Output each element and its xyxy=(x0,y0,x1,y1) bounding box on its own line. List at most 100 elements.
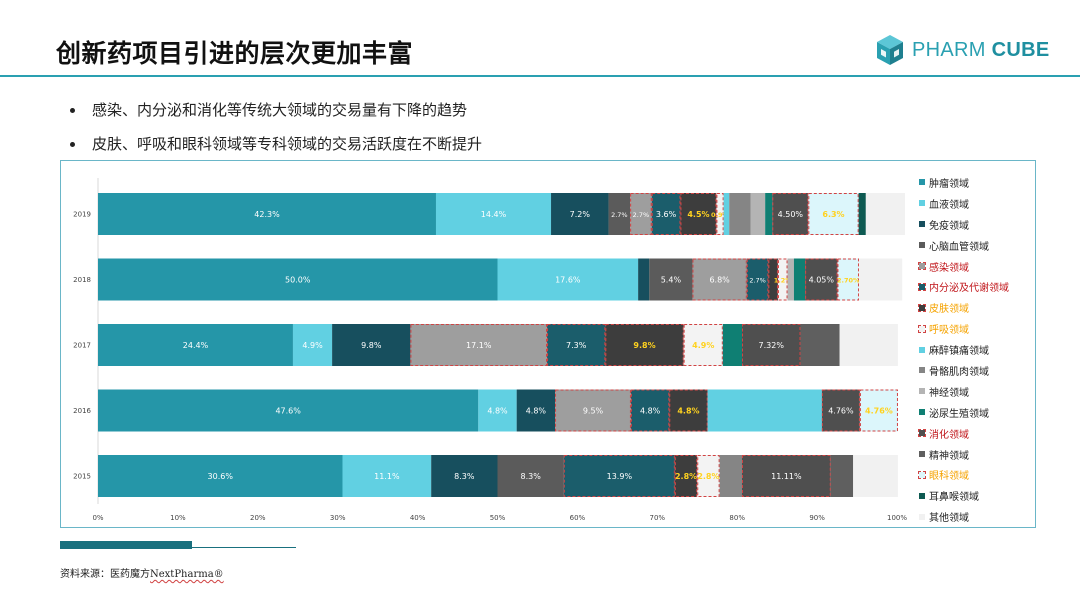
data-label: 13.9% xyxy=(607,472,633,481)
highlight-outline xyxy=(410,324,548,366)
source-note: 资料来源：医药魔方NextPharma® xyxy=(60,569,224,580)
highlight-outline xyxy=(680,193,717,235)
highlight-outline xyxy=(808,193,859,235)
logo-wordmark: PHARM CUBE xyxy=(912,38,1050,61)
data-label: 7.32% xyxy=(759,341,785,350)
legend-swatch xyxy=(919,221,925,228)
data-label: 11.1% xyxy=(374,472,400,481)
bar-segment xyxy=(821,389,860,432)
data-label: 11.11% xyxy=(771,472,802,481)
bar-segment xyxy=(722,324,742,366)
data-label: 2.70% xyxy=(837,277,860,285)
bar-segment xyxy=(669,389,708,432)
bar-segment xyxy=(692,258,747,301)
bar-segment xyxy=(765,193,773,235)
highlight-outline xyxy=(630,193,652,235)
data-label: 50.0% xyxy=(285,276,311,285)
highlight-outline xyxy=(547,324,606,366)
bar-segment xyxy=(630,193,652,235)
highlight-outline xyxy=(563,455,675,497)
bar-segment xyxy=(605,324,684,366)
bar-segment xyxy=(478,389,517,432)
data-label: 4.9% xyxy=(302,341,323,350)
x-tick-label: 80% xyxy=(729,514,745,522)
stacked-bar-chart: 0% 10% 20% 30% 40% 50% 60% 70% 80% 90% 100% 2019 42.… xyxy=(73,178,907,522)
highlight-outline xyxy=(692,258,747,301)
highlight-outline xyxy=(805,258,838,301)
legend-label: 骨骼肌肉领域 xyxy=(929,366,989,378)
bullet-item: 感染、内分泌和消化等传统大领域的交易量有下降的趋势 xyxy=(70,93,482,127)
highlight-outline xyxy=(746,258,769,301)
legend-item: 心脑血管领域 xyxy=(919,235,1009,256)
bar-segment xyxy=(332,324,411,366)
legend-item: 神经领域 xyxy=(919,381,1009,402)
data-label: 2.8% xyxy=(675,472,697,481)
data-label: 9.8% xyxy=(633,341,655,350)
highlight-outline xyxy=(837,258,860,301)
legend-label: 呼吸领域 xyxy=(929,325,969,337)
bar-segment xyxy=(98,455,343,497)
legend-swatch xyxy=(919,451,925,458)
legend-label: 麻醉镇痛领域 xyxy=(929,346,989,358)
y-tick-label: 2016 xyxy=(73,407,91,415)
bar-segment xyxy=(680,193,717,235)
data-label: 7.3% xyxy=(566,341,587,350)
bar-segment xyxy=(787,258,794,301)
x-tick-label: 70% xyxy=(650,514,666,522)
data-label: 4.05% xyxy=(809,276,835,285)
bar-segment xyxy=(768,258,778,301)
bar-segment xyxy=(98,324,293,366)
legend-item: 耳鼻喉领域 xyxy=(919,485,1009,506)
legend-swatch xyxy=(918,303,926,312)
bar-segment xyxy=(839,324,898,366)
legend-item: 骨骼肌肉领域 xyxy=(919,360,1009,381)
x-tick-label: 10% xyxy=(170,514,186,522)
data-label: 1.2% xyxy=(774,277,793,285)
x-tick-label: 30% xyxy=(330,514,346,522)
legend-label: 皮肤领域 xyxy=(929,304,969,316)
legend-item: 其他领域 xyxy=(919,506,1009,527)
x-tick-label: 0% xyxy=(92,514,103,522)
pharmcube-logo: PHARM CUBE xyxy=(875,34,1049,66)
bar-segment xyxy=(808,193,859,235)
x-tick-label: 40% xyxy=(410,514,426,522)
highlight-outline xyxy=(859,389,898,432)
bar-segment xyxy=(837,258,860,301)
legend-swatch xyxy=(919,200,925,207)
legend-swatch xyxy=(919,179,925,186)
data-label: 4.5% xyxy=(687,210,709,219)
highlight-outline xyxy=(630,389,670,432)
legend-label: 感染领域 xyxy=(929,262,969,274)
bar-segment xyxy=(516,389,556,432)
x-tick-label: 20% xyxy=(250,514,266,522)
data-label: 4.76% xyxy=(828,407,854,416)
bar-segment xyxy=(772,193,809,235)
slide-title: 创新药项目引进的层次更加丰富 xyxy=(56,39,414,68)
legend-item: 感染领域 xyxy=(918,256,1009,277)
bar-segment xyxy=(547,324,606,366)
x-tick-label: 90% xyxy=(809,514,825,522)
data-label: 6.8% xyxy=(709,276,730,285)
data-label: 4.8% xyxy=(677,407,699,416)
title-divider xyxy=(0,75,1080,77)
legend-swatch xyxy=(919,492,925,499)
y-tick-label: 2015 xyxy=(73,473,91,481)
legend-label: 其他领域 xyxy=(929,513,969,525)
bar-segment xyxy=(719,455,742,497)
bar-segment xyxy=(707,389,822,432)
y-tick-label: 2018 xyxy=(73,276,91,284)
data-label: 42.3% xyxy=(254,210,280,219)
bar-segment xyxy=(729,193,751,235)
bar-segment xyxy=(608,193,631,235)
data-label: 47.6% xyxy=(275,407,301,416)
y-tick-label: 2019 xyxy=(73,211,91,219)
legend-item: 皮肤领域 xyxy=(918,297,1009,318)
legend-item: 眼科领域 xyxy=(918,464,1009,485)
bar-segment xyxy=(830,455,854,497)
data-label: 5.4% xyxy=(661,276,682,285)
legend-swatch xyxy=(919,367,925,374)
legend-label: 免疫领域 xyxy=(929,220,969,232)
legend-label: 消化领域 xyxy=(929,429,969,441)
legend-swatch xyxy=(919,346,925,353)
legend-swatch xyxy=(918,324,926,333)
